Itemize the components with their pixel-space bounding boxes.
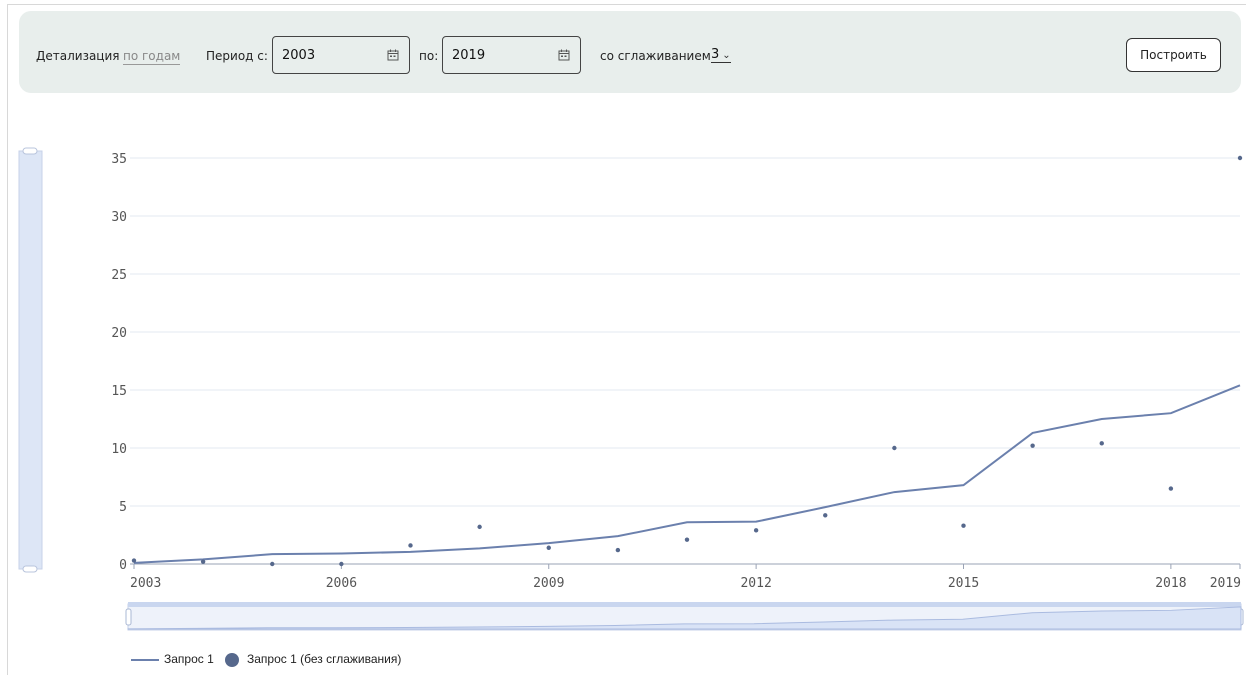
- smoothing-label: со сглаживанием: [600, 49, 711, 63]
- horizontal-zoom-handle-left[interactable]: [125, 608, 132, 626]
- page-frame: [7, 4, 1246, 675]
- vertical-zoom-handle-top[interactable]: [22, 147, 38, 155]
- calendar-icon[interactable]: [387, 49, 399, 61]
- build-button[interactable]: Построить: [1126, 38, 1221, 72]
- horizontal-zoom-slider[interactable]: [125, 602, 1244, 631]
- vertical-zoom-track[interactable]: [18, 150, 43, 570]
- vertical-zoom-slider[interactable]: [18, 147, 43, 573]
- period-to-label: по:: [419, 49, 439, 63]
- period-to-input[interactable]: 2019: [442, 36, 581, 74]
- period-from-value: 2003: [282, 48, 316, 63]
- detail-label: Детализация: [36, 49, 120, 63]
- legend-line-swatch: [131, 659, 159, 661]
- legend-series-2-label[interactable]: Запрос 1 (без сглаживания): [247, 652, 402, 666]
- calendar-icon[interactable]: [558, 49, 570, 61]
- legend-dot-swatch: [225, 653, 239, 667]
- chevron-down-icon: ⌄: [722, 50, 731, 61]
- period-from-input[interactable]: 2003: [272, 36, 410, 74]
- minimap-area: [127, 606, 1242, 630]
- vertical-zoom-handle-bottom[interactable]: [22, 565, 38, 573]
- period-to-value: 2019: [452, 48, 486, 63]
- horizontal-zoom-top-bar[interactable]: [128, 602, 1241, 607]
- smoothing-value: 3: [711, 47, 720, 62]
- legend-series-1-label[interactable]: Запрос 1: [164, 652, 214, 666]
- period-from-label: Период с:: [206, 49, 268, 63]
- detail-select[interactable]: по годам: [123, 49, 181, 65]
- chart-settings-toolbar: Детализация по годам Период с: 2003 по: …: [19, 11, 1241, 93]
- smoothing-select[interactable]: 3 ⌄: [711, 47, 731, 63]
